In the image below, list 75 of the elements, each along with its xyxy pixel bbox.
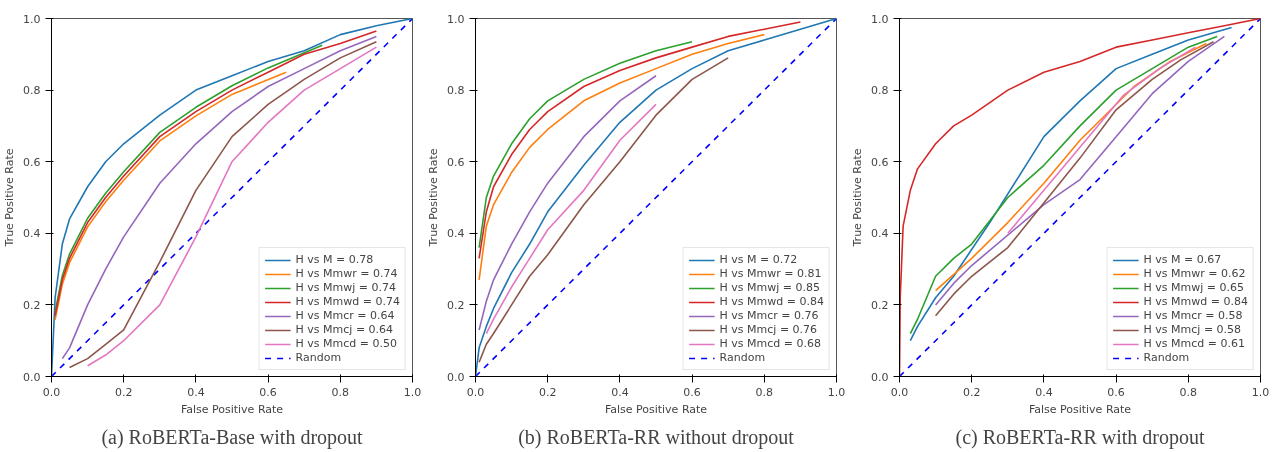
legend-label: H vs Mmcj = 0.58 (1143, 323, 1242, 336)
x-axis-title: False Positive Rate (604, 402, 708, 416)
legend-label: Random (719, 351, 766, 364)
legend-label: H vs Mmwr = 0.62 (1143, 267, 1246, 280)
legend-label: H vs M = 0.78 (295, 253, 374, 266)
y-tick-label: 0.2 (447, 298, 465, 312)
y-axis-title: True Positive Rate (851, 148, 865, 248)
y-tick-label: 0.8 (447, 84, 465, 98)
x-tick-label: 0.6 (1107, 385, 1125, 399)
y-tick-label: 0.4 (23, 227, 41, 241)
y-tick-label: 0.2 (23, 298, 41, 312)
y-tick-label: 0.0 (23, 370, 41, 384)
legend-label: H vs Mmwd = 0.84 (719, 295, 824, 308)
legend-label: H vs Mmcd = 0.50 (295, 337, 398, 350)
legend-label: H vs M = 0.67 (1143, 253, 1222, 266)
y-tick-label: 0.8 (871, 84, 889, 98)
legend-label: H vs Mmcr = 0.58 (1143, 309, 1243, 322)
x-axis-title: False Positive Rate (180, 402, 284, 416)
x-tick-label: 0.0 (42, 385, 61, 399)
x-tick-label: 0.2 (538, 385, 557, 399)
y-tick-label: 1.0 (447, 12, 465, 26)
x-tick-label: 0.6 (683, 385, 701, 399)
x-tick-label: 0.0 (466, 385, 485, 399)
x-tick-label: 0.8 (755, 385, 774, 399)
y-tick-label: 0.4 (871, 227, 889, 241)
y-tick-label: 0.0 (447, 370, 465, 384)
legend-label: H vs Mmcr = 0.64 (295, 309, 395, 322)
x-tick-label: 0.4 (611, 385, 629, 399)
x-tick-label: 0.2 (114, 385, 133, 399)
y-tick-label: 0.4 (447, 227, 465, 241)
y-tick-label: 0.6 (447, 155, 465, 169)
legend-label: H vs Mmcr = 0.76 (719, 309, 819, 322)
y-tick-label: 1.0 (871, 12, 889, 26)
x-tick-label: 0.8 (1179, 385, 1198, 399)
line-series (478, 74, 657, 331)
text: (a) RoBERTa-Base with dropout (101, 425, 364, 449)
x-tick-label: 0.6 (259, 385, 277, 399)
x-tick-label: 0.2 (962, 385, 981, 399)
legend-label: H vs Mmcj = 0.76 (719, 323, 818, 336)
legend-label: H vs Mmwj = 0.65 (1143, 281, 1245, 294)
x-axis-title: False Positive Rate (1028, 402, 1132, 416)
legend-label: H vs Mmwr = 0.81 (719, 267, 822, 280)
x-tick-label: 0.4 (1035, 385, 1053, 399)
y-tick-label: 0.0 (871, 370, 889, 384)
legend-label: H vs Mmwj = 0.74 (295, 281, 397, 294)
y-axis-title: True Positive Rate (3, 148, 17, 248)
x-tick-label: 1.0 (1251, 385, 1270, 399)
y-tick-label: 1.0 (23, 12, 41, 26)
text: (b) RoBERTa-RR without dropout (518, 425, 795, 449)
legend-label: H vs Mmwr = 0.74 (295, 267, 398, 280)
x-tick-label: 0.4 (187, 385, 205, 399)
legend-label: H vs Mmwd = 0.74 (295, 295, 400, 308)
y-axis-title: True Positive Rate (427, 148, 441, 248)
y-tick-label: 0.8 (23, 84, 41, 98)
legend-label: H vs Mmcd = 0.68 (719, 337, 822, 350)
line-series (478, 40, 693, 249)
line-series (54, 71, 287, 321)
y-tick-label: 0.6 (871, 155, 889, 169)
legend-label: H vs Mmcd = 0.61 (1143, 337, 1246, 350)
x-tick-label: 0.0 (890, 385, 909, 399)
line-series (54, 44, 324, 313)
line-series (1007, 46, 1197, 235)
legend-label: Random (295, 351, 342, 364)
legend-label: H vs M = 0.72 (719, 253, 798, 266)
legend-label: Random (1143, 351, 1190, 364)
text: (c) RoBERTa-RR with dropout (955, 425, 1205, 449)
legend-label: H vs Mmwd = 0.84 (1143, 295, 1248, 308)
x-tick-label: 1.0 (827, 385, 846, 399)
legend-label: H vs Mmcj = 0.64 (295, 323, 394, 336)
x-tick-label: 0.8 (331, 385, 350, 399)
x-tick-label: 1.0 (403, 385, 422, 399)
legend-label: H vs Mmwj = 0.85 (719, 281, 821, 294)
y-tick-label: 0.6 (23, 155, 41, 169)
line-series (485, 103, 657, 335)
y-tick-label: 0.2 (871, 298, 889, 312)
